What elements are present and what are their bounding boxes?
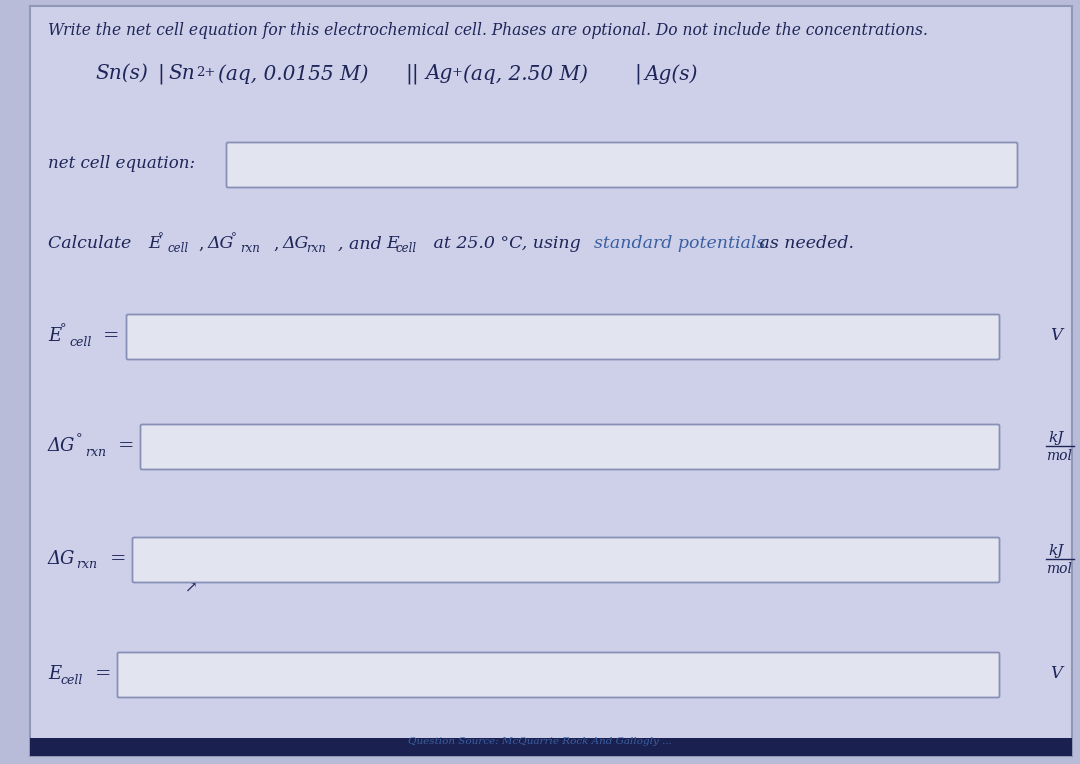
Text: 2+: 2+ bbox=[195, 66, 215, 79]
Text: =: = bbox=[110, 550, 126, 568]
Text: V: V bbox=[1050, 328, 1062, 345]
Text: ,: , bbox=[198, 235, 203, 252]
Text: ,: , bbox=[273, 235, 279, 252]
FancyBboxPatch shape bbox=[227, 143, 1017, 187]
Text: Ag(s): Ag(s) bbox=[645, 64, 699, 83]
Text: Ag: Ag bbox=[426, 64, 454, 83]
Text: |: | bbox=[157, 64, 164, 85]
Text: Question Source: McQuarrie Rock And Gallogly ...: Question Source: McQuarrie Rock And Gall… bbox=[408, 737, 672, 746]
Text: =: = bbox=[103, 327, 120, 345]
FancyBboxPatch shape bbox=[118, 652, 999, 698]
Text: mol: mol bbox=[1047, 562, 1072, 576]
FancyBboxPatch shape bbox=[140, 425, 999, 470]
Text: ΔG: ΔG bbox=[48, 437, 76, 455]
Text: cell: cell bbox=[167, 242, 188, 255]
Text: at 25.0 °C, using: at 25.0 °C, using bbox=[428, 235, 586, 252]
Text: Calculate: Calculate bbox=[48, 235, 137, 252]
Text: mol: mol bbox=[1047, 449, 1072, 463]
Text: rxn: rxn bbox=[240, 242, 260, 255]
Text: , and: , and bbox=[338, 235, 381, 252]
Text: E: E bbox=[48, 665, 62, 683]
Text: E: E bbox=[48, 327, 62, 345]
Text: ΔG: ΔG bbox=[283, 235, 309, 252]
Text: as needed.: as needed. bbox=[754, 235, 854, 252]
Text: +: + bbox=[453, 66, 463, 79]
Text: ΔG: ΔG bbox=[208, 235, 234, 252]
Text: cell: cell bbox=[69, 335, 92, 348]
Text: kJ: kJ bbox=[1048, 544, 1064, 558]
Text: V: V bbox=[1050, 665, 1062, 682]
Text: Sn(s): Sn(s) bbox=[95, 64, 148, 83]
FancyBboxPatch shape bbox=[133, 538, 999, 582]
Text: cell: cell bbox=[60, 674, 82, 687]
Text: rxn: rxn bbox=[76, 558, 97, 571]
Text: |: | bbox=[634, 64, 640, 85]
Text: Write the net cell equation for this electrochemical cell. Phases are optional. : Write the net cell equation for this ele… bbox=[48, 22, 928, 39]
Text: =: = bbox=[95, 665, 111, 683]
Text: Sn: Sn bbox=[168, 64, 194, 83]
Text: E: E bbox=[386, 235, 399, 252]
Text: kJ: kJ bbox=[1048, 431, 1064, 445]
FancyBboxPatch shape bbox=[126, 315, 999, 360]
Text: ↗: ↗ bbox=[185, 582, 198, 596]
Text: °: ° bbox=[231, 232, 237, 245]
Bar bbox=[30, 738, 1072, 756]
Text: rxn: rxn bbox=[85, 445, 106, 458]
Text: (aq, 2.50 M): (aq, 2.50 M) bbox=[463, 64, 588, 83]
Text: cell: cell bbox=[396, 242, 417, 255]
Text: standard potentials: standard potentials bbox=[594, 235, 766, 252]
Text: ΔG: ΔG bbox=[48, 550, 76, 568]
Text: ||: || bbox=[405, 64, 419, 85]
Text: rxn: rxn bbox=[306, 242, 326, 255]
Text: °: ° bbox=[76, 433, 83, 446]
Text: (aq, 0.0155 M): (aq, 0.0155 M) bbox=[218, 64, 368, 83]
Text: E: E bbox=[148, 235, 161, 252]
Text: net cell equation:: net cell equation: bbox=[48, 156, 195, 173]
Text: °: ° bbox=[158, 232, 164, 245]
Text: =: = bbox=[118, 437, 135, 455]
Text: °: ° bbox=[60, 323, 67, 336]
